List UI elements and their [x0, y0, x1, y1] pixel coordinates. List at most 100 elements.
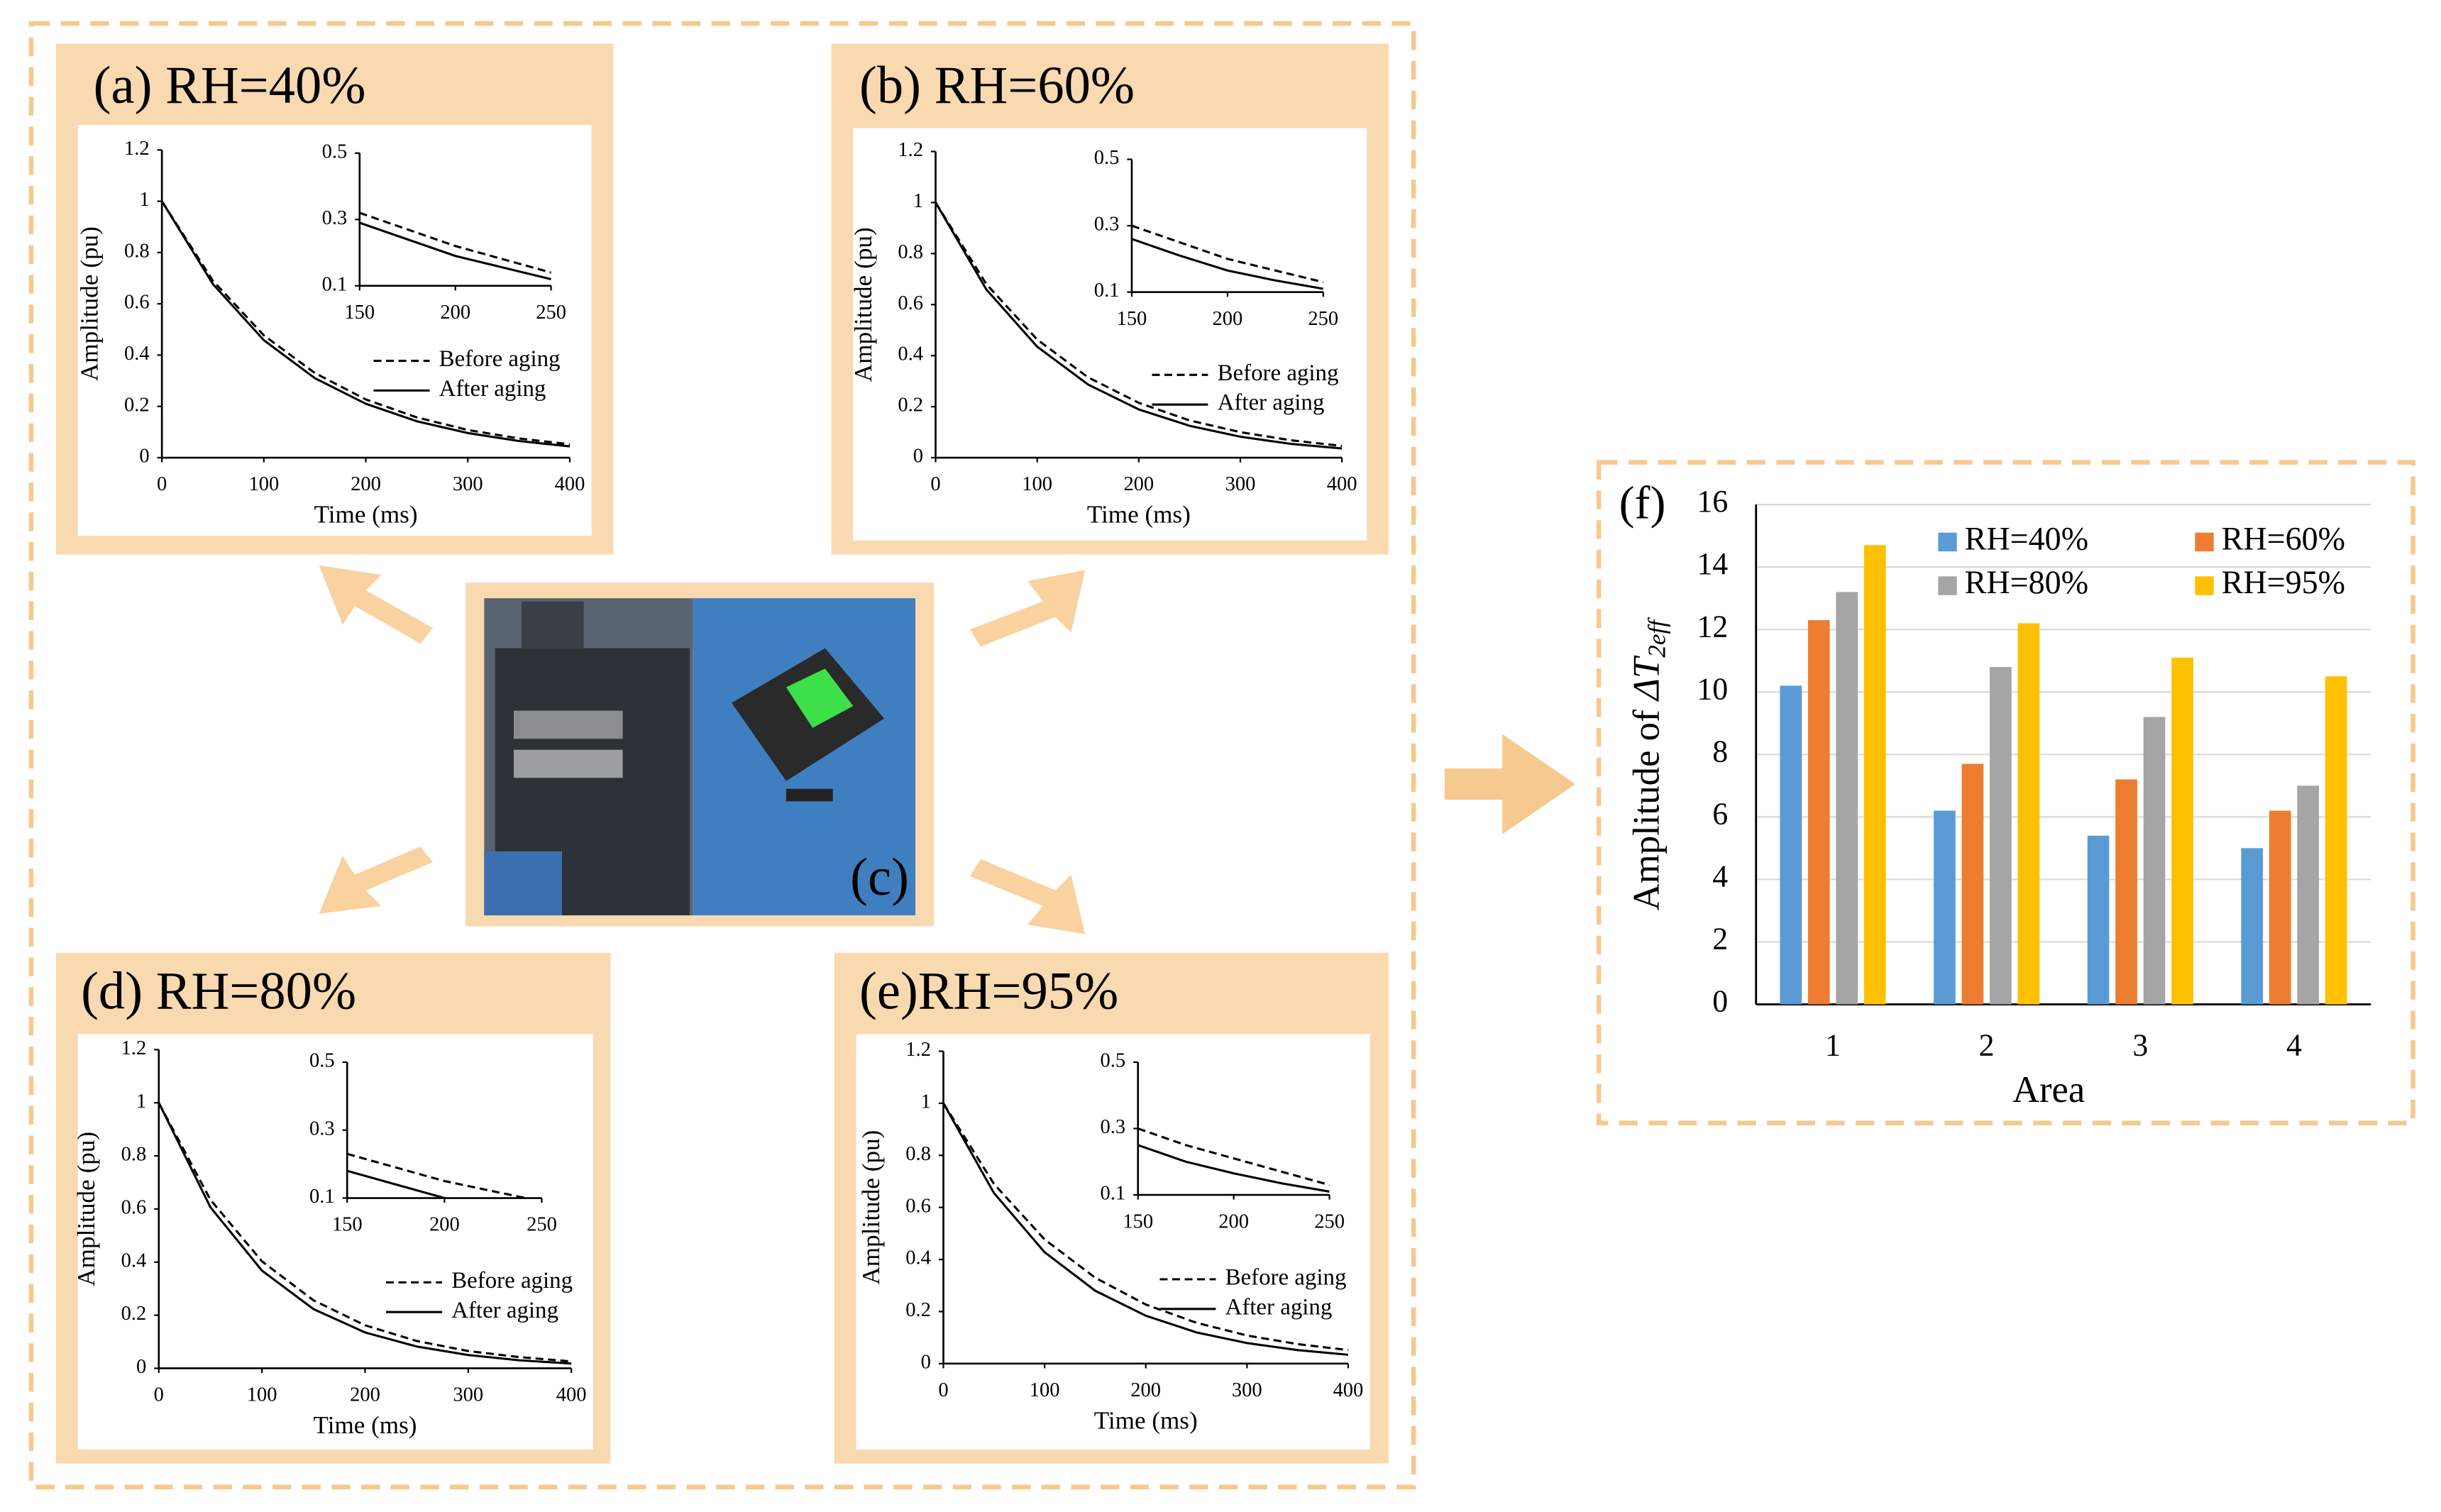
- y-tick-label: 16: [1697, 484, 1728, 519]
- bar: [2115, 779, 2137, 1005]
- legend-swatch: [2195, 576, 2214, 595]
- y-tick-label: 8: [1712, 734, 1728, 768]
- bar: [2325, 676, 2347, 1005]
- y-tick-label: 0.2: [121, 1303, 147, 1325]
- bar: [2143, 717, 2166, 1005]
- y-tick-label: 0: [136, 1356, 146, 1378]
- y-tick-label: 0.6: [898, 292, 923, 314]
- y-tick-label: 0: [913, 446, 923, 468]
- y-tick-label: 1.2: [905, 1039, 931, 1061]
- legend-label: RH=40%: [1965, 520, 2088, 556]
- line: [935, 202, 1343, 448]
- inset-line: [347, 1152, 531, 1198]
- y-tick-label: 0.8: [905, 1143, 931, 1165]
- y-axis-label-subscript: 2eff: [1643, 617, 1671, 658]
- table: [484, 851, 562, 916]
- x-tick-label: 100: [247, 1384, 277, 1406]
- photo-panel: [465, 583, 935, 927]
- x-tick-label: 0: [938, 1379, 948, 1401]
- bar-frame: [1596, 460, 2415, 1126]
- y-tick-label: 0.3: [322, 207, 348, 229]
- bar: [2269, 810, 2291, 1005]
- y-axis-label-text: Amplitude of: [1626, 700, 1668, 910]
- x-tick-label: 100: [1030, 1379, 1060, 1401]
- y-tick-label: 0.1: [1094, 280, 1120, 302]
- inset-line: [1131, 238, 1323, 290]
- bar: [1961, 763, 1984, 1005]
- y-tick-label: 0.4: [124, 343, 150, 365]
- y-tick-label: 0.5: [322, 140, 348, 162]
- inset-line: [359, 211, 551, 274]
- x-tick-label: 2: [1979, 1027, 1995, 1062]
- y-tick-label: 0.2: [905, 1299, 931, 1321]
- x-tick-label: 100: [248, 473, 279, 495]
- bar: [2171, 657, 2193, 1005]
- legend-label: Before aging: [439, 346, 561, 372]
- panel-label: (c): [850, 848, 909, 907]
- x-tick-label: 150: [344, 302, 375, 324]
- arrow: [969, 859, 1086, 934]
- x-tick-label: 0: [157, 473, 167, 495]
- line: [942, 1103, 1349, 1356]
- y-tick-label: 0.3: [309, 1118, 335, 1139]
- x-tick-label: 400: [1327, 473, 1357, 495]
- laptop: [521, 601, 584, 649]
- legend-label: Before aging: [1218, 360, 1339, 386]
- y-tick-label: 1: [921, 1091, 931, 1113]
- plot-bg: [853, 128, 1367, 541]
- x-axis-label: Time (ms): [314, 501, 418, 529]
- y-tick-label: 0.2: [898, 394, 923, 416]
- y-tick-label: 0.4: [121, 1249, 147, 1271]
- panel-title: (d) RH=80%: [81, 962, 356, 1021]
- bar: [1863, 545, 1886, 1005]
- legend-label: RH=95%: [2222, 564, 2345, 600]
- x-tick-label: 3: [2132, 1027, 2148, 1062]
- x-tick-label: 300: [1225, 473, 1256, 495]
- x-tick-label: 1: [1825, 1027, 1841, 1062]
- x-tick-label: 200: [1212, 308, 1242, 330]
- legend-label: RH=60%: [2222, 520, 2345, 556]
- inset-lines: [347, 1152, 531, 1198]
- bar: [2241, 848, 2264, 1005]
- y-tick-label: 0: [139, 446, 149, 468]
- inset-line: [1131, 224, 1323, 284]
- x-tick-label: 200: [351, 473, 381, 495]
- y-tick-label: 1.2: [898, 139, 923, 161]
- arrow: [969, 570, 1086, 647]
- x-tick-label: 0: [154, 1384, 164, 1406]
- y-tick-label: 0.8: [121, 1144, 147, 1166]
- x-tick-label: 200: [429, 1214, 460, 1236]
- bar: [2017, 623, 2040, 1005]
- y-tick-label: 0.6: [124, 292, 150, 314]
- line: [160, 200, 571, 446]
- x-tick-label: 250: [1308, 308, 1338, 330]
- plot-bg: [77, 1034, 593, 1450]
- x-tick-label: 300: [1232, 1379, 1262, 1401]
- plot-bg: [77, 125, 592, 536]
- device: [513, 710, 623, 739]
- y-tick-label: 0.6: [905, 1195, 931, 1217]
- line: [158, 1102, 572, 1365]
- y-tick-label: 0.4: [905, 1247, 931, 1269]
- y-tick-label: 0: [1712, 984, 1728, 1019]
- panel-title: (e)RH=95%: [859, 962, 1118, 1021]
- device: [513, 749, 623, 778]
- y-tick-label: 10: [1697, 671, 1728, 706]
- y-tick-label: 1: [136, 1091, 146, 1113]
- y-tick-label: 0.1: [309, 1186, 335, 1208]
- inset-line: [347, 1169, 453, 1198]
- y-tick-label: 0.1: [322, 273, 348, 295]
- panel-label: (f): [1619, 478, 1666, 529]
- legend-label: After aging: [1218, 390, 1325, 416]
- x-tick-label: 100: [1022, 473, 1052, 495]
- bar: [1990, 667, 2012, 1005]
- legend-label: RH=80%: [1965, 564, 2088, 600]
- y-tick-label: 1: [139, 189, 149, 211]
- inset-line: [1137, 1144, 1330, 1193]
- y-tick-label: 6: [1712, 796, 1728, 831]
- line: [158, 1102, 572, 1363]
- y-tick-label: 0.3: [1101, 1116, 1126, 1138]
- y-tick-label: 0.3: [1094, 214, 1120, 236]
- line: [942, 1103, 1349, 1352]
